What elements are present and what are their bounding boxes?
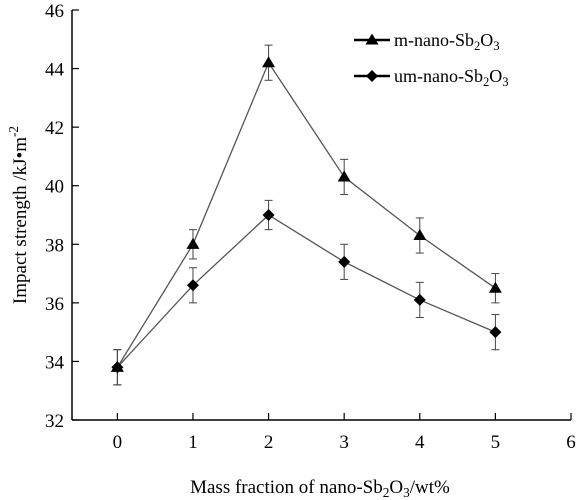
y-tick-label: 44 (45, 60, 65, 81)
legend-entry: m-nano-Sb2O3 (354, 30, 500, 53)
y-tick-label: 40 (45, 177, 64, 198)
y-axis-title: Impact strength /kJ•m-2 (6, 126, 31, 304)
legend: m-nano-Sb2O3 um-nano-Sb2O3 (354, 30, 509, 89)
x-tick-label: 6 (566, 432, 576, 453)
y-tick-label: 46 (45, 1, 64, 22)
axis-titles: Mass fraction of nano-Sb2O3/wt% Impact st… (6, 126, 450, 500)
legend-entry: um-nano-Sb2O3 (354, 66, 509, 89)
series-um-nano (111, 199, 502, 386)
series-line (116, 61, 496, 368)
series-m-nano (110, 44, 502, 386)
data-point-diamond (413, 293, 426, 306)
legend-label: m-nano-Sb2O3 (394, 30, 500, 53)
data-point-diamond (338, 255, 351, 268)
x-tick-label: 1 (188, 432, 198, 453)
y-tick-label: 36 (45, 294, 64, 315)
x-axis-title: Mass fraction of nano-Sb2O3/wt% (190, 477, 450, 500)
data-point-diamond (489, 326, 502, 339)
data-point-diamond (262, 209, 275, 221)
y-tick-label: 32 (45, 411, 64, 432)
data-point-diamond (186, 279, 199, 292)
x-tick-label: 5 (491, 432, 501, 453)
x-tick-label: 3 (339, 432, 349, 453)
series-line (116, 214, 496, 368)
y-tick-label: 34 (45, 352, 65, 373)
x-tick-label: 0 (113, 432, 123, 453)
data-point-diamond (111, 361, 124, 374)
data-point-triangle (413, 229, 427, 241)
x-tick-label: 2 (264, 432, 274, 453)
y-tick-label: 38 (45, 235, 64, 256)
x-tick-label: 4 (415, 432, 425, 453)
legend-marker-diamond (366, 70, 378, 82)
data-point-triangle (488, 281, 502, 293)
data-point-triangle (337, 170, 351, 182)
data-point-triangle (262, 56, 276, 68)
legend-marker-triangle (365, 33, 379, 45)
y-tick-label: 42 (45, 118, 64, 139)
series-layer (110, 44, 502, 386)
legend-label: um-nano-Sb2O3 (394, 66, 509, 89)
data-point-triangle (186, 237, 200, 249)
